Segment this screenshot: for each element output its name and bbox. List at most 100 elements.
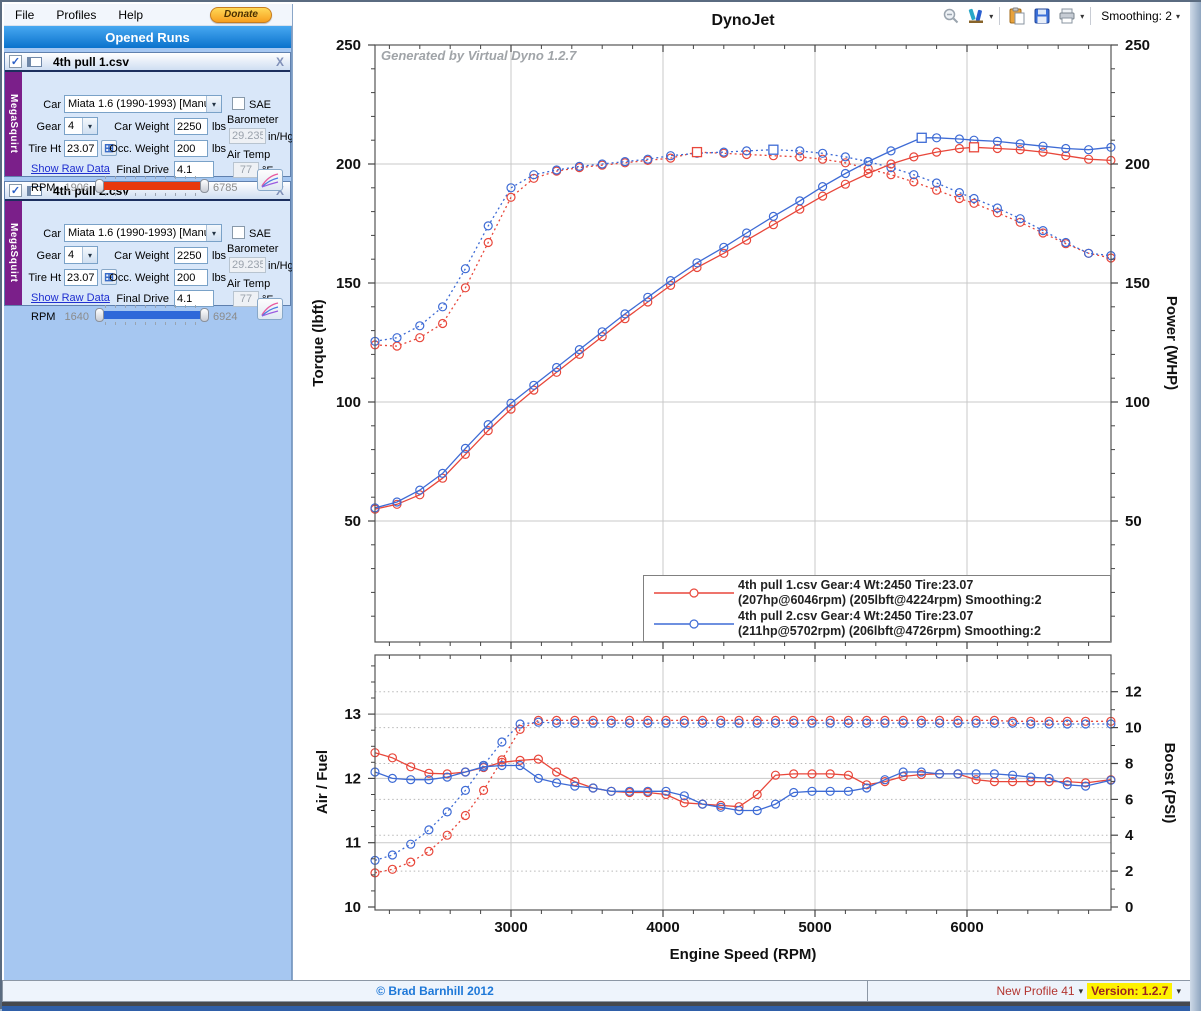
menu-profiles[interactable]: Profiles <box>45 8 107 22</box>
version-dropdown[interactable]: Version: 1.2.7 <box>1087 983 1172 999</box>
svg-text:200: 200 <box>1125 156 1150 173</box>
menu-help[interactable]: Help <box>107 8 154 22</box>
slider-ticks <box>105 176 199 179</box>
air-temp-field <box>233 291 259 307</box>
legend-line-sample <box>650 618 738 630</box>
svg-text:3000: 3000 <box>494 919 527 936</box>
show-raw-data-link[interactable]: Show Raw Data <box>31 163 110 175</box>
chevron-down-icon: ▾ <box>206 96 221 112</box>
sidebar: Opened Runs ✓ 4th pull 1.csv X MegaSquir… <box>4 26 292 980</box>
svg-text:10: 10 <box>344 899 361 916</box>
air-temp-field <box>233 162 259 178</box>
check-icon: ✓ <box>11 57 20 67</box>
chevron-down-icon: ▾ <box>82 118 97 134</box>
car-weight-field[interactable] <box>174 247 208 264</box>
svg-text:12: 12 <box>344 770 361 787</box>
svg-text:11: 11 <box>345 835 361 852</box>
slider-ticks <box>105 193 199 196</box>
slider-thumb-right[interactable] <box>200 179 209 193</box>
smoothing-dropdown[interactable]: Smoothing: 2 <box>1101 9 1172 23</box>
show-raw-data-link[interactable]: Show Raw Data <box>31 292 110 304</box>
air-temp-label: Air Temp <box>227 149 270 161</box>
rpm-max-value: 6785 <box>213 182 237 194</box>
svg-text:150: 150 <box>336 275 361 292</box>
window-right-frame <box>1190 2 1201 1011</box>
sae-label: SAE <box>249 99 271 111</box>
sae-checkbox[interactable] <box>232 97 245 110</box>
run1-enabled-checkbox[interactable]: ✓ <box>9 55 22 68</box>
chevron-down-icon[interactable]: ▾ <box>1176 12 1180 21</box>
car-label: Car <box>31 99 61 111</box>
gear-select[interactable]: 4▾ <box>64 117 98 135</box>
air-temp-label: Air Temp <box>227 278 270 290</box>
run2-body: MegaSquirt Car Miata 1.6 (1990-1993) [Ma… <box>5 201 290 305</box>
occ-weight-field[interactable] <box>174 269 208 286</box>
chevron-down-icon[interactable]: ▾ <box>1176 986 1181 997</box>
tire-ht-field[interactable] <box>64 140 98 157</box>
car-select[interactable]: Miata 1.6 (1990-1993) [Manu▾ <box>64 95 222 113</box>
svg-text:2: 2 <box>1125 863 1133 880</box>
car-select[interactable]: Miata 1.6 (1990-1993) [Manu▾ <box>64 224 222 242</box>
mini-graph-icon <box>260 301 280 317</box>
svg-text:13: 13 <box>344 706 361 723</box>
tire-ht-field[interactable] <box>64 269 98 286</box>
car-select-value: Miata 1.6 (1990-1993) [Manu <box>65 98 206 110</box>
window-bottom-frame <box>2 1002 1201 1011</box>
menu-file[interactable]: File <box>4 8 45 22</box>
slider-thumb-left[interactable] <box>95 179 104 193</box>
sae-checkbox[interactable] <box>232 226 245 239</box>
copyright-text: © Brad Barnhill 2012 <box>2 980 868 1002</box>
rpm-label: RPM <box>31 182 55 194</box>
opened-runs-header: Opened Runs <box>4 26 291 48</box>
svg-text:100: 100 <box>1125 394 1150 411</box>
legend-entry: 4th pull 2.csv Gear:4 Wt:2450 Tire:23.07… <box>644 609 1110 639</box>
slider-ticks <box>105 305 199 308</box>
graph-button[interactable] <box>257 169 283 191</box>
run1-body: MegaSquirt Car Miata 1.6 (1990-1993) [Ma… <box>5 72 290 176</box>
lbs-label: lbs <box>212 143 226 155</box>
legend-entry: 4th pull 1.csv Gear:4 Wt:2450 Tire:23.07… <box>644 578 1110 608</box>
svg-text:150: 150 <box>1125 275 1150 292</box>
run-panel-2: ✓ 4th pull 2.csv X MegaSquirt Car Miata … <box>4 181 291 306</box>
run2-enabled-checkbox[interactable]: ✓ <box>9 184 22 197</box>
svg-text:8: 8 <box>1125 755 1133 772</box>
lbs-label: lbs <box>212 250 226 262</box>
rpm-min-value: 1640 <box>59 311 89 323</box>
rpm-range-slider[interactable] <box>95 305 209 325</box>
slider-thumb-left[interactable] <box>95 308 104 322</box>
app-window: File Profiles Help Donate Opened Runs ✓ … <box>0 0 1201 1009</box>
barometer-label: Barometer <box>227 114 278 126</box>
svg-text:100: 100 <box>336 394 361 411</box>
chevron-down-icon: ▾ <box>82 247 97 263</box>
svg-text:Power (WHP): Power (WHP) <box>1163 296 1180 390</box>
occ-weight-field[interactable] <box>174 140 208 157</box>
svg-text:250: 250 <box>336 37 361 54</box>
run1-header[interactable]: ✓ 4th pull 1.csv X <box>5 53 290 72</box>
profile-dropdown[interactable]: New Profile 41 <box>997 984 1075 998</box>
collapse-icon[interactable] <box>27 57 42 67</box>
svg-text:4: 4 <box>1125 827 1134 844</box>
status-bar: © Brad Barnhill 2012 New Profile 41 ▾ Ve… <box>2 980 1192 1002</box>
close-icon[interactable]: X <box>276 55 286 69</box>
graph-button[interactable] <box>257 298 283 320</box>
legend-text: 4th pull 2.csv Gear:4 Wt:2450 Tire:23.07… <box>738 609 1041 639</box>
chart-legend: 4th pull 1.csv Gear:4 Wt:2450 Tire:23.07… <box>643 575 1111 642</box>
donate-button[interactable]: Donate <box>210 7 272 23</box>
megasquirt-label: MegaSquirt <box>5 201 22 305</box>
gear-select[interactable]: 4▾ <box>64 246 98 264</box>
chart-area: ▾ ▾ Smoothing: 2 ▾ DynoJet Generated by … <box>292 4 1192 980</box>
svg-text:Engine Speed (RPM): Engine Speed (RPM) <box>670 946 817 963</box>
svg-text:200: 200 <box>336 156 361 173</box>
car-weight-field[interactable] <box>174 118 208 135</box>
car-weight-label: Car Weight <box>105 121 169 133</box>
lbs-label: lbs <box>212 121 226 133</box>
slider-thumb-right[interactable] <box>200 308 209 322</box>
megasquirt-label: MegaSquirt <box>5 72 22 176</box>
barometer-field <box>229 257 266 273</box>
rpm-range-slider[interactable] <box>95 176 209 196</box>
svg-text:50: 50 <box>344 513 361 530</box>
gear-select-value: 4 <box>65 249 82 261</box>
tire-ht-label: Tire Ht <box>25 143 61 155</box>
chevron-down-icon: ▾ <box>206 225 221 241</box>
chevron-down-icon[interactable]: ▾ <box>1079 986 1084 997</box>
